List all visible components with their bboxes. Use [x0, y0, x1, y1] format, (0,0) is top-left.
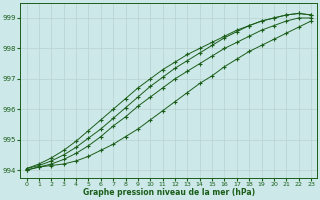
X-axis label: Graphe pression niveau de la mer (hPa): Graphe pression niveau de la mer (hPa) — [83, 188, 255, 197]
